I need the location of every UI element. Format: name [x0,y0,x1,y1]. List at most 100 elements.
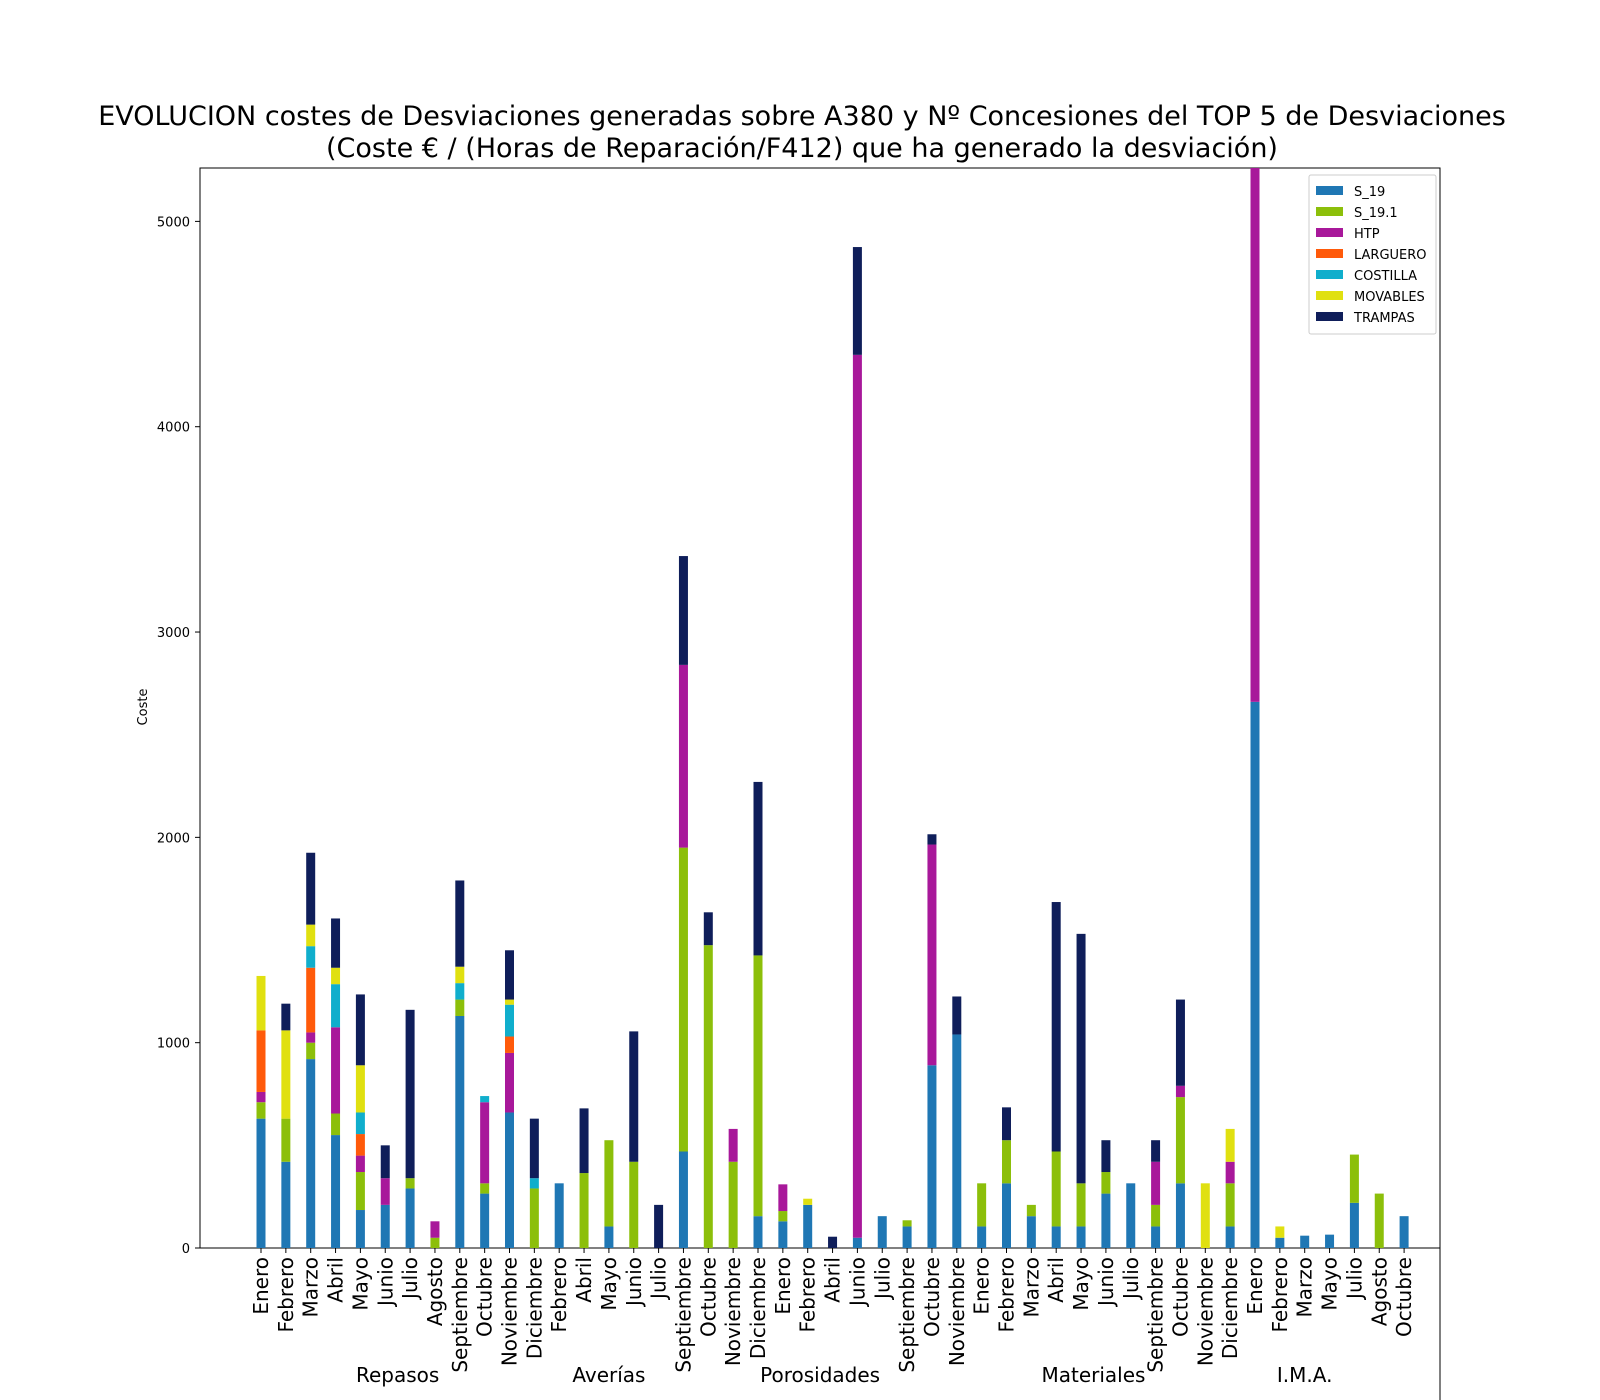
x-tick-label: Julio [398,1257,422,1301]
x-tick-label: Diciembre [1218,1257,1242,1359]
bars-layer [256,168,1409,1248]
bar-segment-s-19-39 [1225,1226,1235,1248]
bar-segment-htp-9 [480,1102,490,1184]
x-tick-label: Marzo [1019,1257,1043,1317]
bar-segment-htp-40 [1250,168,1260,702]
bar-segment-s-19-12 [554,1183,564,1248]
bar-segment-costilla-8 [455,983,465,1000]
x-tick-label: Febrero [547,1257,571,1333]
legend-swatch [1316,291,1343,300]
group-labels-layer: Repasos Averías Porosidades Materiales I.M.A… [356,1363,1332,1387]
bar-segment-htp-24 [852,354,862,1238]
bar-segment-s-19-1-20 [753,955,763,1217]
bar-segment-larguero-0 [256,1030,266,1092]
x-tick-label: Julio [870,1257,894,1301]
bar-segment-trampas-4 [355,994,365,1066]
bar-segment-s-19-1-3 [331,1113,341,1136]
bar-segment-s-19-1-11 [529,1188,539,1248]
bar-segment-s-19-34 [1101,1193,1111,1248]
y-tick-label: 0 [182,1242,190,1257]
bar-segment-trampas-15 [629,1031,639,1162]
bar-segment-movables-4 [355,1065,365,1113]
legend-label: LARGUERO [1354,248,1427,263]
x-tick-label: Febrero [1268,1257,1292,1333]
x-tick-label: Agosto [1367,1257,1391,1326]
x-tick-label: Septiembre [895,1257,919,1373]
bar-segment-movables-0 [256,975,266,1031]
bar-segment-s-19-20 [753,1216,763,1248]
bar-segment-s-19-10 [505,1112,514,1248]
bar-segment-s-19-27 [927,1065,937,1248]
group-label: Repasos [356,1363,439,1387]
bar-segment-s-19-46 [1399,1216,1409,1248]
bar-segment-s-19-3 [331,1135,341,1248]
bar-segment-s-19-1-39 [1225,1183,1235,1227]
y-axis-label: Coste [136,689,151,726]
bar-segment-movables-38 [1200,1183,1210,1248]
legend-swatch [1316,270,1343,279]
x-tick-label: Abril [324,1257,348,1303]
legend-label: COSTILLA [1354,269,1417,284]
bar-segment-s-19-1-14 [604,1140,614,1227]
bar-segment-s-19-6 [405,1188,415,1248]
y-tick-label: 2000 [157,831,190,846]
bar-segment-s-19-1-32 [1051,1151,1061,1227]
bar-segment-trampas-37 [1175,999,1185,1086]
x-tick-label: Mayo [1318,1257,1342,1311]
bar-segment-htp-7 [430,1221,440,1238]
bar-segment-s-19-25 [877,1216,887,1248]
bar-segment-trampas-10 [505,950,514,1000]
x-tick-label: Febrero [274,1257,298,1333]
bar-segment-movables-10 [505,999,514,1005]
x-tick-label: Enero [1243,1257,1267,1315]
bar-segment-trampas-18 [703,912,713,946]
bar-segment-s-19-22 [803,1204,813,1248]
bar-segment-movables-3 [331,967,341,985]
bar-segment-s-19-43 [1325,1234,1335,1248]
bar-segment-costilla-2 [306,946,316,968]
x-tick-label: Junio [622,1257,646,1308]
bar-segment-htp-2 [306,1032,316,1043]
bar-segment-costilla-4 [355,1112,365,1135]
group-label: Averías [572,1363,645,1387]
bar-segment-s-19-1-29 [977,1183,987,1227]
bar-segment-s-19-21 [778,1221,788,1248]
bar-segment-movables-1 [281,1030,291,1119]
bar-segment-htp-36 [1151,1161,1161,1205]
x-tick-label: Mayo [597,1257,621,1311]
bar-segment-s-19-1-18 [703,945,713,1248]
bar-segment-costilla-11 [529,1178,539,1189]
bar-segment-s-19-14 [604,1226,614,1248]
legend-swatch [1316,207,1343,216]
legend-label: S_19.1 [1354,206,1398,221]
x-tick-label: Abril [572,1257,596,1303]
legend-swatch [1316,249,1343,258]
bar-segment-htp-19 [728,1128,738,1162]
bar-segment-movables-8 [455,966,465,984]
bar-segment-larguero-2 [306,967,316,1033]
bar-segment-trampas-34 [1101,1140,1111,1173]
group-label: Porosidades [760,1363,880,1387]
legend-label: TRAMPAS [1353,311,1415,326]
bar-segment-trampas-23 [828,1236,838,1248]
bar-segment-s-19-2 [306,1059,316,1248]
bar-segment-s-19-1-44 [1349,1154,1359,1203]
x-tick-label: Octubre [1392,1257,1416,1337]
bar-segment-s-19-32 [1051,1226,1061,1248]
x-tick-label: Octubre [696,1257,720,1337]
bar-segment-trampas-11 [529,1118,539,1179]
bar-segment-htp-39 [1225,1161,1235,1184]
bar-segment-trampas-20 [753,781,763,956]
bar-segment-movables-41 [1275,1226,1285,1238]
legend-swatch [1316,186,1343,195]
x-tick-label: Septiembre [448,1257,472,1373]
legend-swatch [1316,228,1343,237]
bar-segment-s-19-1 [281,1161,291,1248]
bar-segment-trampas-1 [281,1003,291,1031]
bar-segment-trampas-27 [927,834,937,845]
bar-segment-movables-39 [1225,1128,1235,1162]
bar-segment-s-19-1-7 [430,1237,440,1248]
chart-title: EVOLUCION costes de Desviaciones generad… [98,101,1506,132]
x-tick-label: Junio [845,1257,869,1308]
chart-subtitle: (Coste € / (Horas de Reparación/F412) qu… [326,133,1278,164]
